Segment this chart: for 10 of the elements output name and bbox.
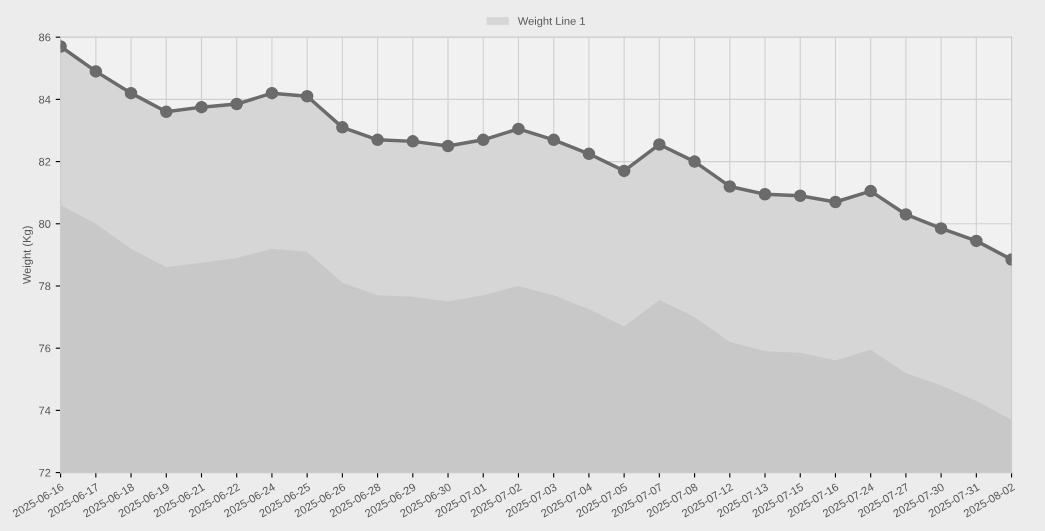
y-tick-label: 82 — [39, 157, 51, 166]
y-axis-title: Weight (Kg) — [22, 226, 33, 285]
y-tick-label: 72 — [39, 468, 51, 477]
y-tick-label: 84 — [39, 95, 51, 104]
legend-label: Weight Line 1 — [517, 16, 585, 28]
y-tick-label: 78 — [39, 282, 51, 291]
y-tick-label: 86 — [39, 33, 51, 42]
y-tick-label: 80 — [39, 220, 51, 228]
y-tick-label: 76 — [39, 344, 51, 353]
y-tick-label: 74 — [39, 406, 51, 415]
